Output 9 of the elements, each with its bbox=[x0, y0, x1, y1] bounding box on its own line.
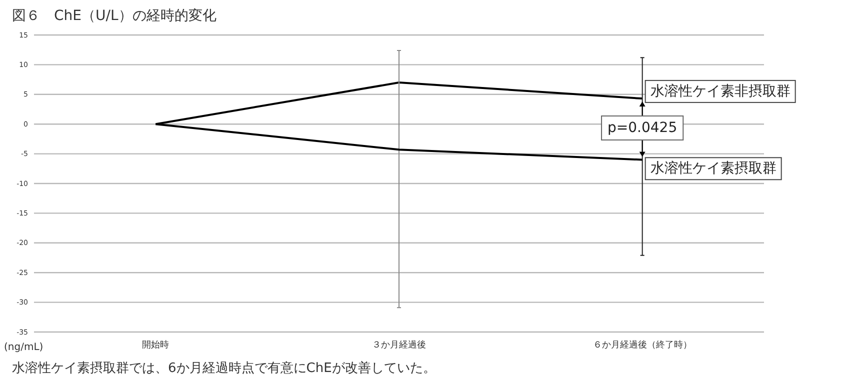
series-label: 水溶性ケイ素非摂取群 bbox=[650, 83, 790, 100]
y-axis-title: (ng/mL) bbox=[4, 342, 44, 353]
x-tick-label: 開始時 bbox=[142, 339, 170, 350]
annotation: p=0.0425 bbox=[608, 120, 678, 136]
x-tick-label: ３か月経過後 bbox=[372, 339, 426, 350]
legend-label: 水溶性ケイ素摂取群 bbox=[650, 160, 776, 177]
text: 水溶性ケイ素摂取群では、6か月経過時点で有意にChEが改善していた。 bbox=[12, 360, 436, 376]
chart-title: 図６ ChE（U/L）の経時的変化 bbox=[12, 8, 216, 24]
x-tick-label: ６か月経過後（終了時） bbox=[592, 339, 692, 350]
